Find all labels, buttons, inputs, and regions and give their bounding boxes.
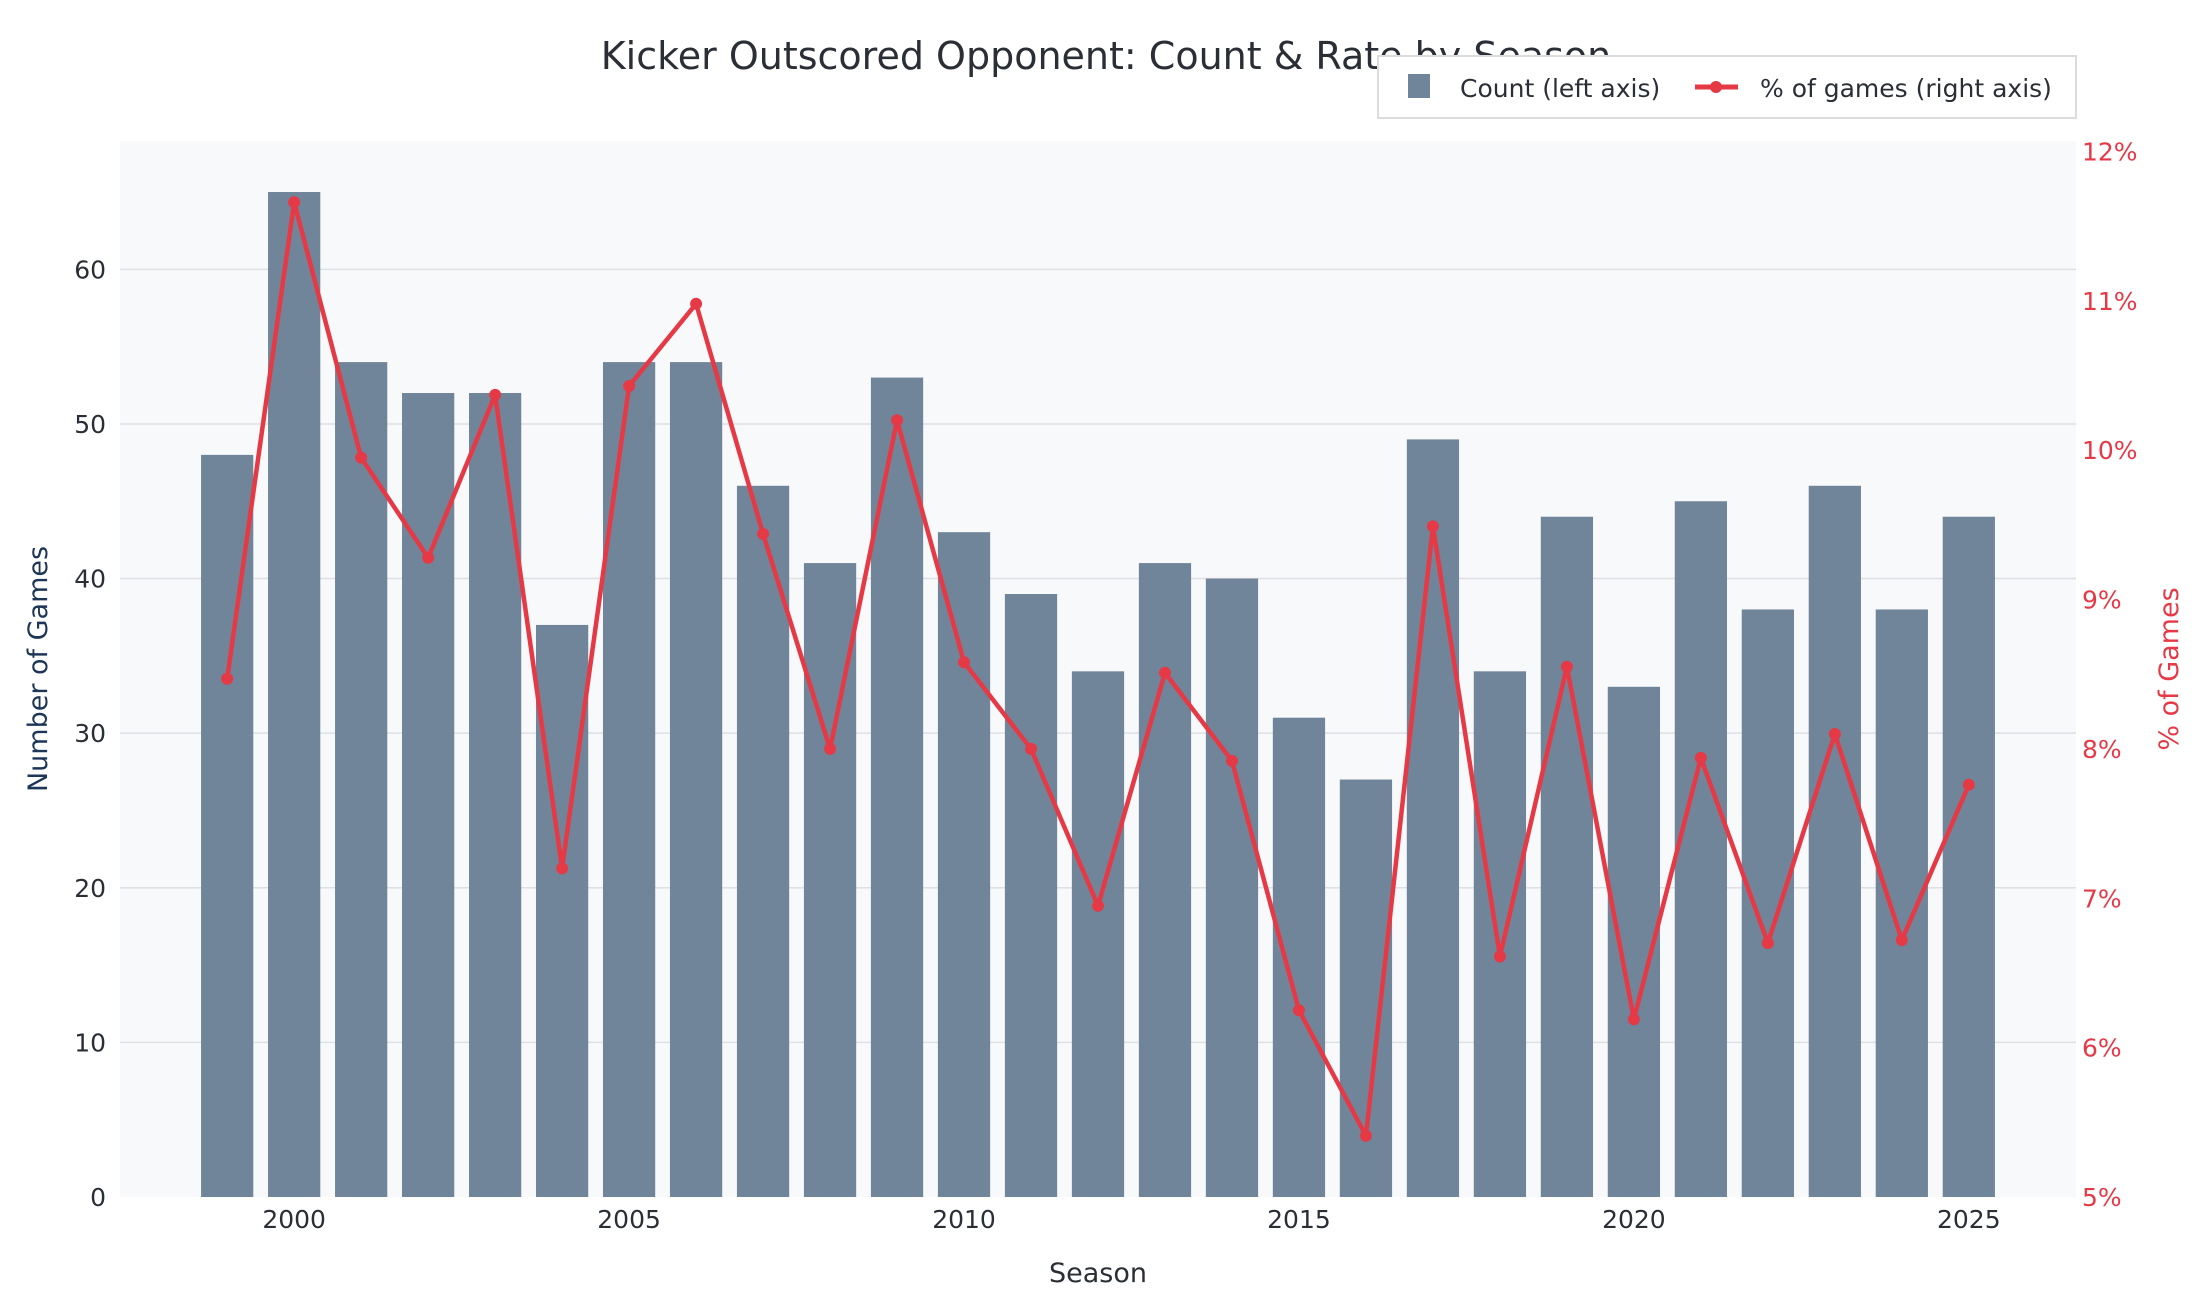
rate-point-2022 bbox=[1761, 937, 1774, 950]
legend: Count (left axis) % of games (right axis… bbox=[1377, 55, 2077, 119]
bar-2012 bbox=[1071, 671, 1125, 1197]
rate-point-2016 bbox=[1359, 1129, 1372, 1142]
rate-point-2001 bbox=[355, 451, 368, 464]
y-left-tick-label: 30 bbox=[74, 719, 106, 748]
y-left-tick-label: 60 bbox=[74, 255, 106, 284]
bar-2010 bbox=[937, 532, 991, 1197]
bar-2021 bbox=[1674, 501, 1728, 1197]
y-right-tick-label: 10% bbox=[2082, 436, 2138, 465]
y-right-tick-label: 5% bbox=[2082, 1183, 2122, 1212]
rate-point-2012 bbox=[1092, 899, 1104, 912]
rate-point-2006 bbox=[690, 297, 703, 310]
rate-point-2010 bbox=[958, 656, 971, 669]
rate-point-2014 bbox=[1225, 754, 1238, 767]
rate-point-2023 bbox=[1828, 727, 1841, 740]
y-left-tick-label: 40 bbox=[74, 565, 106, 594]
bar-2011 bbox=[1004, 594, 1058, 1197]
rate-point-1999 bbox=[221, 672, 234, 685]
bars bbox=[201, 192, 1995, 1197]
bar-1999 bbox=[201, 454, 254, 1197]
rate-point-2021 bbox=[1694, 751, 1707, 764]
y-axis-right-label: % of Games bbox=[2154, 587, 2185, 750]
rate-point-2003 bbox=[489, 388, 502, 401]
rate-point-2015 bbox=[1292, 1004, 1305, 1017]
bar-2025 bbox=[1942, 516, 1995, 1197]
bar-2019 bbox=[1540, 516, 1594, 1197]
bar-2006 bbox=[669, 362, 723, 1197]
bar-2001 bbox=[335, 362, 388, 1197]
rate-point-2011 bbox=[1025, 742, 1038, 755]
y-left-tick-label: 10 bbox=[74, 1028, 106, 1057]
bar-2013 bbox=[1138, 563, 1192, 1197]
rate-point-2002 bbox=[422, 551, 435, 564]
y-right-tick-label: 8% bbox=[2082, 735, 2122, 764]
x-tick-label: 2010 bbox=[932, 1205, 996, 1234]
bar-2014 bbox=[1205, 578, 1259, 1197]
y-right-tick-label: 6% bbox=[2082, 1034, 2122, 1063]
y-right-tick-label: 7% bbox=[2082, 884, 2122, 913]
legend-rate-label: % of games (right axis) bbox=[1760, 74, 2052, 103]
bar-2000 bbox=[268, 192, 321, 1197]
rate-point-2017 bbox=[1426, 520, 1439, 533]
rate-point-2020 bbox=[1627, 1013, 1640, 1026]
rate-point-2019 bbox=[1560, 660, 1573, 673]
x-tick-label: 2015 bbox=[1267, 1205, 1331, 1234]
rate-line bbox=[221, 196, 1975, 1142]
y-left-tick-label: 0 bbox=[90, 1183, 106, 1212]
y-right-tick-label: 11% bbox=[2082, 287, 2138, 316]
bar-2017 bbox=[1406, 439, 1460, 1197]
y-left-tick-label: 20 bbox=[74, 874, 106, 903]
x-tick-label: 2000 bbox=[262, 1205, 326, 1234]
rate-point-2004 bbox=[556, 862, 569, 875]
bar-2002 bbox=[402, 393, 455, 1197]
rate-point-2007 bbox=[757, 527, 770, 540]
bar-2015 bbox=[1272, 717, 1326, 1197]
rate-point-2024 bbox=[1895, 934, 1908, 947]
bar-2020 bbox=[1607, 686, 1661, 1197]
bar-2022 bbox=[1741, 609, 1794, 1197]
bar-2005 bbox=[602, 362, 656, 1197]
legend-line-marker bbox=[1710, 81, 1722, 93]
bar-2007 bbox=[736, 485, 790, 1197]
rate-point-2025 bbox=[1962, 778, 1975, 791]
rate-point-2000 bbox=[288, 196, 301, 209]
legend-bar-swatch bbox=[1408, 74, 1430, 98]
x-tick-label: 2025 bbox=[1937, 1205, 2001, 1234]
y-right-tick-label: 12% bbox=[2082, 137, 2138, 166]
x-tick-label: 2020 bbox=[1602, 1205, 1666, 1234]
bar-2004 bbox=[535, 624, 589, 1197]
x-tick-label: 2005 bbox=[597, 1205, 661, 1234]
bar-2018 bbox=[1473, 671, 1527, 1197]
rate-point-2018 bbox=[1493, 950, 1506, 963]
bar-2023 bbox=[1808, 485, 1861, 1197]
y-left-tick-label: 50 bbox=[74, 410, 106, 439]
x-axis-label: Season bbox=[1049, 1258, 1147, 1289]
legend-count-label: Count (left axis) bbox=[1460, 74, 1660, 103]
rate-point-2009 bbox=[891, 414, 904, 427]
axes: 0 10 20 30 40 50 60 5% 6% 7% 8% 9% 10% 11% 12% 2000 2005… bbox=[74, 137, 2137, 1234]
rate-point-2005 bbox=[623, 379, 636, 392]
y-right-tick-label: 9% bbox=[2082, 586, 2122, 615]
y-axis-left-label: Number of Games bbox=[23, 546, 54, 792]
rate-point-2013 bbox=[1158, 666, 1171, 679]
rate-point-2008 bbox=[824, 742, 837, 755]
